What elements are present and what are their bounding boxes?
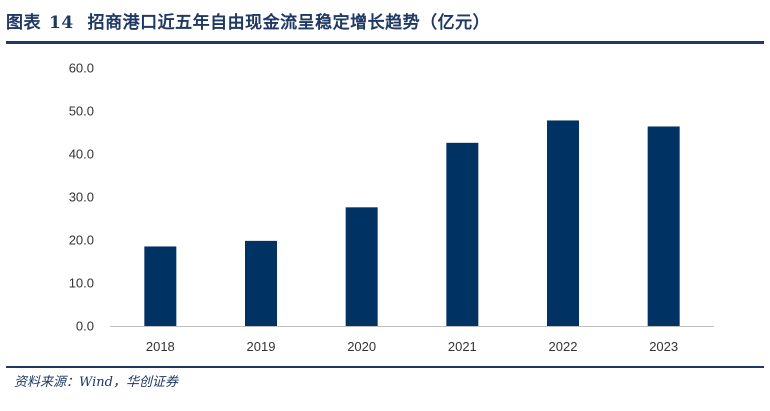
bar-2022 — [547, 120, 579, 327]
bar-2018 — [144, 246, 177, 326]
y-tick-label: 10.0 — [69, 276, 94, 291]
y-axis: 0.0 10.0 20.0 30.0 40.0 50.0 60.0 — [69, 61, 94, 334]
y-tick-label: 30.0 — [69, 190, 94, 205]
x-tick-label: 2023 — [649, 339, 678, 354]
x-axis: 2018 2019 2020 2021 2022 2023 — [146, 339, 678, 354]
y-tick-label: 60.0 — [69, 61, 94, 76]
bars — [144, 120, 680, 327]
x-tick-label: 2018 — [146, 339, 175, 354]
title-divider — [6, 41, 764, 44]
y-tick-label: 40.0 — [69, 147, 94, 162]
figure-label: 图表 — [6, 13, 41, 33]
bar-2020 — [345, 207, 378, 326]
x-tick-label: 2020 — [347, 339, 376, 354]
y-tick-label: 20.0 — [69, 233, 94, 248]
x-tick-label: 2019 — [247, 339, 276, 354]
bar-2023 — [647, 126, 680, 326]
bar-2021 — [446, 142, 479, 326]
figure-number: 14 — [49, 13, 74, 33]
y-tick-label: 0.0 — [76, 319, 94, 334]
bar-2019 — [245, 240, 277, 326]
x-tick-label: 2022 — [549, 339, 578, 354]
x-tick-label: 2021 — [448, 339, 477, 354]
source-divider — [6, 366, 764, 368]
figure-title-text: 招商港口近五年自由现金流呈稳定增长趋势（亿元） — [87, 13, 491, 33]
y-tick-label: 50.0 — [69, 104, 94, 119]
figure-title: 图表 14 招商港口近五年自由现金流呈稳定增长趋势（亿元） — [6, 8, 764, 38]
source-note: 资料来源：Wind，华创证券 — [14, 375, 178, 390]
